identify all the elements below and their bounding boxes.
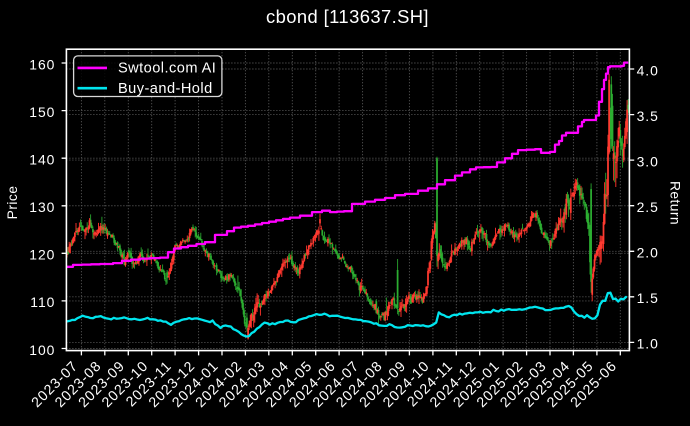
svg-text:150: 150 [29,104,55,120]
svg-text:160: 160 [29,56,55,72]
svg-text:130: 130 [29,199,55,215]
svg-text:3.0: 3.0 [637,153,659,169]
svg-text:1.0: 1.0 [637,336,659,352]
svg-text:Buy-and-Hold: Buy-and-Hold [118,81,213,97]
svg-text:110: 110 [30,294,55,310]
svg-text:4.0: 4.0 [637,62,659,78]
svg-text:2.0: 2.0 [637,245,659,261]
svg-text:140: 140 [29,152,55,168]
svg-text:Swtool.com AI: Swtool.com AI [118,61,216,77]
svg-text:120: 120 [29,247,55,263]
svg-text:Return: Return [668,181,684,225]
svg-text:cbond [113637.SH]: cbond [113637.SH] [266,6,429,27]
svg-text:3.5: 3.5 [637,108,659,124]
svg-text:2.5: 2.5 [637,199,659,215]
svg-text:1.5: 1.5 [637,290,659,306]
svg-text:Price: Price [4,186,20,220]
svg-text:100: 100 [29,342,55,358]
